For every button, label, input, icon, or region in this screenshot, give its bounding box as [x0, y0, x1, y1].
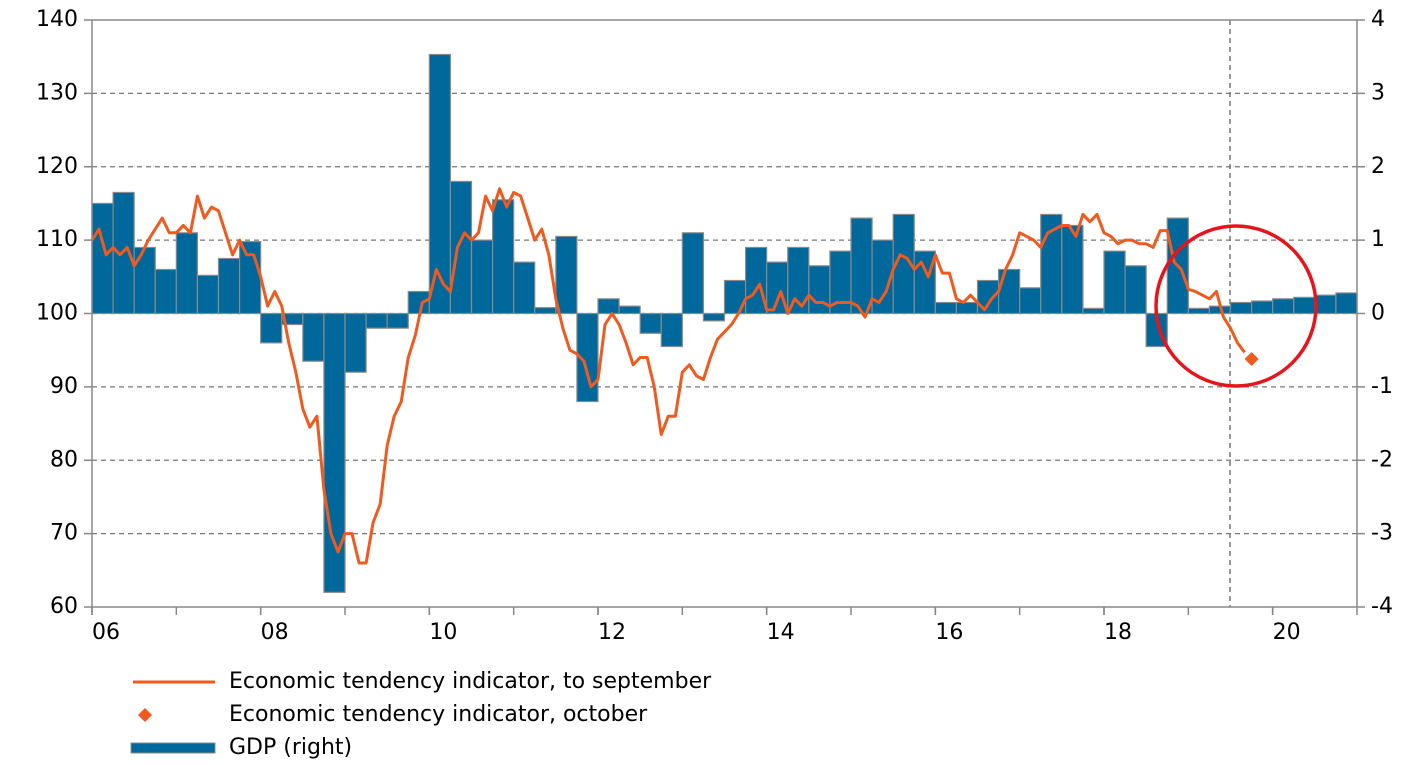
x-tick-label: 08 [261, 620, 289, 645]
bar [955, 301, 979, 315]
bar [196, 274, 220, 315]
bar [850, 217, 873, 315]
bar [365, 312, 388, 329]
x-tick-label: 06 [92, 620, 120, 645]
bar [491, 199, 515, 315]
y2-tick-label: -3 [1371, 521, 1393, 546]
bar [260, 312, 283, 344]
highlight-circle [1154, 224, 1318, 388]
bar [1272, 298, 1295, 315]
bar [344, 312, 367, 373]
y-tick-label: 100 [36, 301, 78, 326]
bar [976, 279, 1000, 315]
y-tick-label: 140 [36, 7, 78, 32]
bar [175, 232, 199, 315]
bar [808, 265, 831, 315]
y2-tick-label: 0 [1371, 301, 1385, 326]
bar [407, 290, 430, 315]
legend-label: Economic tendency indicator, to septembe… [229, 669, 712, 694]
x-tick-label: 14 [767, 620, 795, 645]
y2-tick-label: 3 [1371, 80, 1385, 105]
y2-tick-label: 4 [1371, 7, 1385, 32]
y-tick-label: 60 [50, 594, 78, 619]
bar [1314, 294, 1337, 315]
bar [217, 257, 241, 315]
y-tick-label: 120 [36, 154, 78, 179]
legend-swatch [138, 708, 152, 722]
bar [91, 202, 114, 315]
y2-tick-label: 2 [1371, 154, 1385, 179]
bar [1335, 292, 1358, 315]
x-tick-label: 10 [429, 620, 457, 645]
bar [133, 246, 156, 315]
bar [1061, 224, 1084, 315]
x-tick-label: 20 [1273, 620, 1301, 645]
x-tick-label: 18 [1104, 620, 1132, 645]
legend-label: Economic tendency indicator, october [229, 702, 648, 727]
bar [1229, 301, 1253, 315]
bar [1019, 287, 1042, 315]
y2-tick-label: -2 [1371, 447, 1393, 472]
legend-swatch [130, 742, 216, 754]
y-tick-label: 130 [36, 80, 78, 105]
y-tick-label: 80 [50, 447, 78, 472]
bar [681, 232, 705, 315]
bar [323, 312, 346, 593]
x-tick-label: 16 [935, 620, 963, 645]
y2-tick-label: 1 [1371, 227, 1385, 252]
bar [660, 312, 683, 348]
bar [1082, 307, 1105, 315]
bar [1293, 296, 1316, 315]
bar [386, 312, 409, 329]
y2-tick-label: -4 [1371, 594, 1393, 619]
bar [997, 268, 1021, 315]
bars [91, 53, 1358, 593]
y2-tick-label: -1 [1371, 374, 1393, 399]
bar [1250, 300, 1274, 315]
bar [555, 235, 578, 315]
bar [534, 307, 557, 315]
bar [1187, 307, 1211, 315]
line [90, 187, 1246, 565]
bar [513, 261, 536, 315]
y-tick-label: 90 [50, 374, 78, 399]
legend-label: GDP (right) [229, 735, 352, 760]
bar [597, 298, 620, 315]
bar [470, 239, 494, 315]
legend: Economic tendency indicator, to septembe… [130, 669, 712, 760]
marker [1244, 351, 1259, 366]
bar [576, 312, 599, 403]
bar [618, 305, 641, 315]
bar [154, 268, 177, 315]
bar [1103, 250, 1126, 315]
bar [1124, 265, 1147, 315]
bar [639, 312, 662, 334]
y-tick-label: 110 [36, 227, 78, 252]
bar [302, 312, 325, 362]
bar [702, 312, 726, 322]
bar [934, 301, 958, 315]
x-tick-label: 12 [598, 620, 626, 645]
lines [90, 187, 1259, 565]
bar [449, 180, 473, 315]
bar [238, 240, 262, 315]
y-tick-label: 70 [50, 521, 78, 546]
